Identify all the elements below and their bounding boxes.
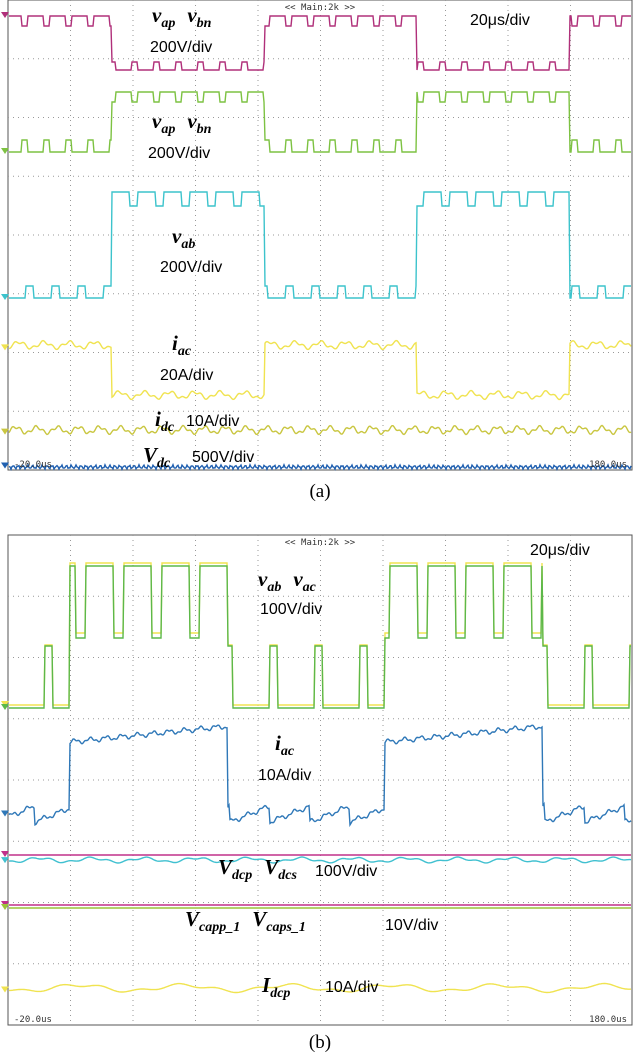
signal-symbol: i — [172, 331, 178, 355]
signal-label: iac — [172, 331, 192, 359]
scale-label: 20A/div — [160, 367, 213, 384]
signal-symbol: i — [155, 407, 161, 431]
signal-symbol: v — [187, 109, 197, 133]
signal-label: vap vbn — [152, 109, 212, 137]
signal-label: vap vbn — [152, 3, 212, 31]
signal-subscript: dc — [157, 456, 171, 471]
signal-symbol: v — [152, 109, 162, 133]
scale-label: 10A/div — [186, 413, 239, 430]
signal-subscript: dcs — [278, 868, 297, 883]
signal-symbol: V — [218, 855, 234, 879]
caption: (b) — [309, 1032, 331, 1053]
signal-label: Vdcp Vdcs — [218, 855, 297, 883]
scale-label: 200V/div — [148, 145, 210, 162]
signal-subscript: ab — [267, 580, 281, 595]
signal-subscript: ab — [181, 237, 195, 252]
signal-subscript: bn — [197, 122, 212, 137]
waveform — [8, 856, 632, 864]
channel-marker — [1, 344, 9, 351]
time-start: -20.0us — [14, 1015, 52, 1025]
waveform — [9, 562, 631, 706]
signal-subscript: capp_1 — [199, 920, 240, 935]
scale-label: 100V/div — [315, 863, 377, 880]
signal-symbol: V — [252, 907, 268, 931]
scale-label: 10V/div — [385, 917, 438, 934]
channel-marker — [1, 851, 9, 857]
channel-marker — [1, 857, 9, 864]
signal-subscript: ac — [178, 344, 192, 359]
time-end: 180.0us — [589, 1015, 627, 1025]
waveform — [9, 15, 631, 71]
signal-subscript: bn — [197, 16, 212, 31]
signal-symbol: i — [275, 731, 281, 755]
waveform — [8, 339, 632, 401]
scale-label: 10A/div — [258, 767, 311, 784]
channel-marker — [1, 294, 9, 300]
channel-marker — [1, 704, 9, 710]
signal-subscript: dcp — [232, 868, 252, 883]
signal-symbol: V — [143, 443, 159, 467]
waveform — [9, 91, 631, 153]
signal-subscript: ac — [281, 744, 295, 759]
channel-marker — [1, 148, 9, 154]
timebase: 20μs/div — [530, 542, 590, 559]
signal-label: vab — [172, 224, 195, 252]
header: << Main:2k >> — [285, 538, 356, 548]
waveform — [9, 565, 631, 709]
signal-label: Idcp — [261, 973, 290, 1001]
signal-symbol: v — [293, 567, 303, 591]
signal-subscript: ap — [161, 122, 175, 137]
signal-subscript: caps_1 — [266, 920, 306, 935]
channel-marker — [1, 986, 9, 993]
signal-symbol: I — [261, 973, 271, 997]
scale-label: 200V/div — [150, 39, 212, 56]
signal-symbol: v — [152, 3, 162, 27]
signal-subscript: ac — [303, 580, 317, 595]
signal-symbol: v — [187, 3, 197, 27]
scale-label: 200V/div — [160, 259, 222, 276]
signal-label: iac — [275, 731, 295, 759]
waveform — [8, 724, 632, 828]
channel-marker — [1, 12, 9, 18]
signal-label: idc — [155, 407, 175, 435]
header: << Main:2k >> — [285, 3, 356, 13]
timebase: 20μs/div — [470, 12, 530, 29]
signal-label: Vdc — [143, 443, 171, 471]
signal-symbol: v — [258, 567, 268, 591]
signal-label: vab vac — [258, 567, 317, 595]
signal-symbol: V — [185, 907, 201, 931]
channel-marker — [1, 810, 9, 817]
waveform — [9, 191, 631, 299]
waveform — [8, 462, 632, 472]
signal-subscript: dc — [161, 420, 175, 435]
caption: (a) — [309, 481, 330, 502]
signal-symbol: V — [264, 855, 280, 879]
time-start: -20.0us — [14, 460, 52, 470]
scale-label: 10A/div — [325, 979, 378, 996]
scale-label: 500V/div — [192, 449, 254, 466]
scale-label: 100V/div — [260, 601, 322, 618]
signal-symbol: v — [172, 224, 182, 248]
signal-subscript: ap — [161, 16, 175, 31]
waveform — [8, 982, 632, 994]
channel-marker — [1, 904, 9, 910]
waveform — [8, 424, 632, 436]
signal-label: Vcapp_1 Vcaps_1 — [185, 907, 306, 935]
time-end: 180.0us — [589, 460, 627, 470]
channel-marker — [1, 428, 9, 435]
signal-subscript: dcp — [270, 986, 290, 1001]
channel-marker — [1, 462, 9, 469]
